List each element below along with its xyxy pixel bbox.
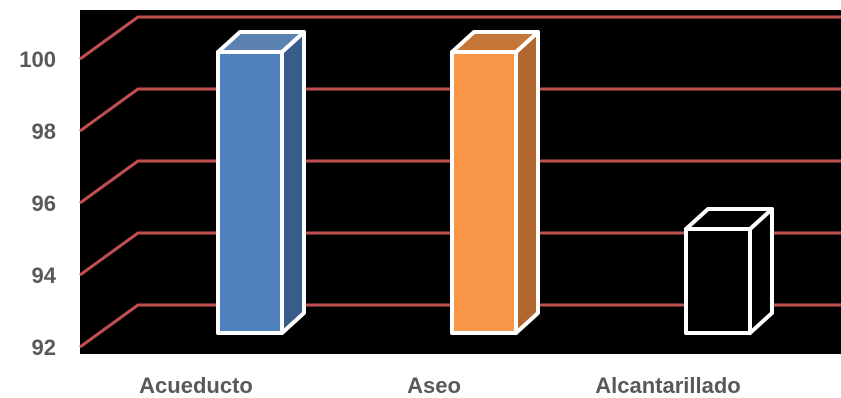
- gridlines: [79, 15, 841, 349]
- bar-side: [514, 30, 540, 335]
- bars: [216, 30, 774, 335]
- y-tick-label: 98: [32, 119, 56, 144]
- bar-aseo: [450, 30, 540, 335]
- x-category-label: Aseo: [407, 373, 461, 398]
- y-tick-label: 96: [32, 191, 56, 216]
- gridline: [79, 303, 841, 349]
- bar-front: [684, 227, 752, 335]
- bar-alcantarillado: [684, 207, 774, 335]
- x-category-label: Acueducto: [139, 373, 253, 398]
- bar-front: [450, 50, 518, 335]
- gridline: [79, 15, 841, 61]
- y-tick-label: 94: [32, 263, 57, 288]
- y-axis-ticks: 92 94 96 98 100: [19, 47, 56, 360]
- bar-acueducto: [216, 30, 306, 335]
- bar-front: [216, 50, 284, 335]
- y-tick-label: 100: [19, 47, 56, 72]
- x-axis-labels: Acueducto Aseo Alcantarillado: [139, 373, 741, 398]
- y-tick-label: 92: [32, 335, 56, 360]
- gridline: [79, 159, 841, 205]
- gridline: [79, 87, 841, 133]
- bar-side: [280, 30, 306, 335]
- x-category-label: Alcantarillado: [595, 373, 740, 398]
- gridline: [79, 231, 841, 277]
